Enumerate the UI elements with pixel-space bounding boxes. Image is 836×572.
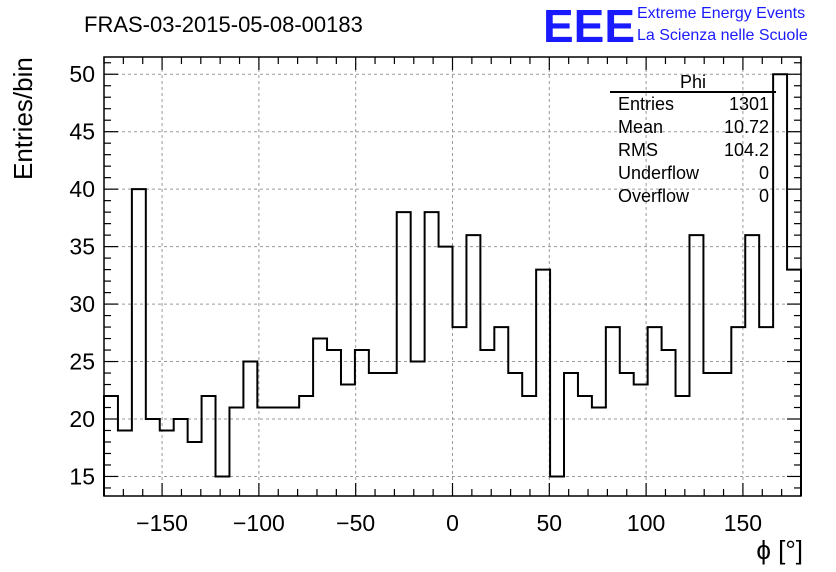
x-tick-labels: −150 −100 −50 0 50 100 150 xyxy=(136,510,762,536)
logo-mark: EEE xyxy=(543,0,635,52)
histogram-bin xyxy=(676,396,690,496)
histogram-bin xyxy=(634,385,648,496)
stats-label-overflow: Overflow xyxy=(618,186,690,206)
histogram-outline xyxy=(103,73,802,496)
histogram-bin xyxy=(425,212,439,496)
histogram-bin xyxy=(689,235,703,496)
histogram-bin xyxy=(453,327,467,496)
histogram-bin xyxy=(773,74,787,496)
y-tick-label: 20 xyxy=(69,406,95,432)
x-tick-label: −100 xyxy=(233,510,285,536)
histogram-bin xyxy=(466,235,480,496)
y-tick-label: 30 xyxy=(69,291,95,317)
stats-value-mean: 10.72 xyxy=(724,117,769,137)
y-tick-label: 40 xyxy=(69,176,95,202)
histogram-bin xyxy=(118,430,132,496)
x-tick-label: 50 xyxy=(537,510,563,536)
histogram-bin xyxy=(508,373,522,496)
histogram-bin xyxy=(522,396,536,496)
histogram-bin xyxy=(327,350,341,496)
stats-value-entries: 1301 xyxy=(729,94,769,114)
histogram-bin xyxy=(745,235,759,496)
y-tick-label: 45 xyxy=(69,119,95,145)
histogram-bin xyxy=(648,327,662,496)
histogram-bin xyxy=(341,385,355,496)
histogram-bin xyxy=(480,350,494,496)
histogram-bin xyxy=(285,408,299,496)
histogram-bin xyxy=(550,476,564,496)
y-tick-label: 35 xyxy=(69,234,95,260)
histogram-bin xyxy=(397,212,411,496)
histogram-bin xyxy=(662,350,676,496)
histogram-bin xyxy=(271,408,285,496)
histogram-bin xyxy=(229,408,243,496)
y-tick-label: 25 xyxy=(69,349,95,375)
histogram-bin xyxy=(383,373,397,496)
histogram-bin xyxy=(439,247,453,496)
stats-label-entries: Entries xyxy=(618,94,674,114)
histogram-bin xyxy=(536,270,550,496)
histogram-bin xyxy=(299,396,313,496)
histogram-bin xyxy=(494,327,508,496)
histogram-bin xyxy=(146,419,160,496)
x-tick-label: 150 xyxy=(724,510,762,536)
stats-label-rms: RMS xyxy=(618,140,658,160)
histogram-bin xyxy=(564,373,578,496)
x-axis-title: ϕ [°] xyxy=(756,535,803,565)
y-axis-title: Entries/bin xyxy=(8,57,38,180)
histogram-bin xyxy=(592,408,606,496)
stats-label-underflow: Underflow xyxy=(618,163,700,183)
histogram-bin xyxy=(313,339,327,496)
x-tick-label: 100 xyxy=(627,510,665,536)
stats-value-overflow: 0 xyxy=(759,186,769,206)
stats-label-mean: Mean xyxy=(618,117,663,137)
plot-area: −150 −100 −50 0 50 100 150 15 20 25 30 35 40 45 50 xyxy=(69,56,802,536)
histogram-bin xyxy=(174,419,188,496)
histogram-bin xyxy=(703,373,717,496)
histogram-bin xyxy=(578,396,592,496)
y-tick-label: 15 xyxy=(69,463,95,489)
stats-value-underflow: 0 xyxy=(759,163,769,183)
logo-line-2: La Scienza nelle Scuole xyxy=(637,27,808,44)
x-tick-label: −50 xyxy=(336,510,375,536)
histogram-bin xyxy=(620,373,634,496)
histogram-bin xyxy=(606,327,620,496)
eee-logo: EEE Extreme Energy Events La Scienza nel… xyxy=(543,0,808,52)
histogram-bin xyxy=(257,408,271,496)
histogram-bin xyxy=(355,350,369,496)
stats-value-rms: 104.2 xyxy=(724,140,769,160)
logo-line-1: Extreme Energy Events xyxy=(637,5,805,22)
histogram-bin xyxy=(202,396,216,496)
y-tick-label: 50 xyxy=(69,61,95,87)
y-tick-labels: 15 20 25 30 35 40 45 50 xyxy=(69,61,95,489)
histogram-bin xyxy=(411,362,425,496)
histogram-bin xyxy=(188,442,202,496)
axis-ticks xyxy=(103,57,802,496)
histogram-bin xyxy=(759,327,773,496)
histogram-bin xyxy=(216,476,230,496)
chart-title: FRAS-03-2015-05-08-00183 xyxy=(84,12,363,37)
x-tick-label: 0 xyxy=(446,510,459,536)
histogram-bin xyxy=(717,373,731,496)
stats-name: Phi xyxy=(680,72,706,92)
histogram-bin xyxy=(369,373,383,496)
x-tick-label: −150 xyxy=(136,510,188,536)
stats-box: Phi Entries 1301 Mean 10.72 RMS 104.2 Un… xyxy=(610,72,776,206)
histogram-bin xyxy=(104,396,118,496)
histogram-bin xyxy=(132,189,146,496)
histogram-bin xyxy=(243,362,257,496)
